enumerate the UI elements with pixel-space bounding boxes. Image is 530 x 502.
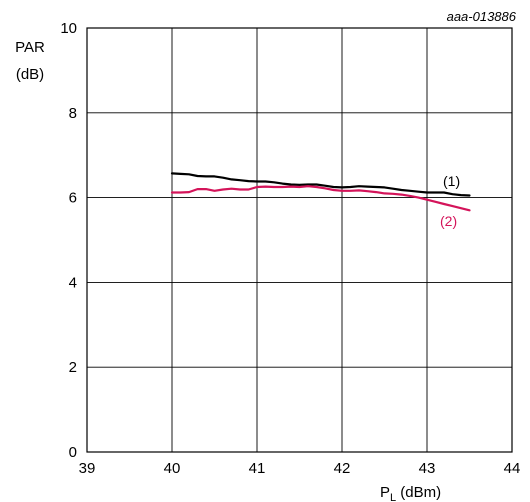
series-line-1 (170, 172, 471, 197)
x-axis-title-unit: (dBm) (396, 484, 441, 501)
x-tick-label: 40 (164, 460, 181, 477)
y-tick-label: 10 (60, 20, 77, 37)
y-tick-label: 4 (69, 274, 77, 291)
plot-frame (86, 27, 513, 453)
tick-labels: 39 40 41 42 43 44 0 2 4 6 8 10 (60, 20, 520, 477)
series-line-2 (170, 185, 471, 212)
y-axis-unit: (dB) (16, 66, 44, 83)
series-label-1: (1) (443, 173, 460, 189)
x-axis-title-subscript: L (390, 492, 396, 502)
y-tick-label: 8 (69, 105, 77, 122)
y-tick-label: 6 (69, 190, 77, 207)
y-tick-label: 0 (69, 444, 77, 461)
grid (86, 27, 513, 453)
x-axis-title-main: P (380, 484, 390, 501)
x-tick-label: 39 (79, 460, 96, 477)
series-label-2: (2) (440, 213, 457, 229)
reference-code: aaa-013886 (447, 9, 517, 24)
x-axis-title: PL (dBm) (380, 484, 441, 502)
y-tick-label: 2 (69, 359, 77, 376)
x-tick-label: 42 (334, 460, 351, 477)
x-tick-label: 44 (504, 460, 521, 477)
x-tick-label: 43 (419, 460, 436, 477)
y-axis-title: PAR (15, 39, 45, 56)
x-tick-label: 41 (249, 460, 266, 477)
series-lines (170, 172, 471, 212)
